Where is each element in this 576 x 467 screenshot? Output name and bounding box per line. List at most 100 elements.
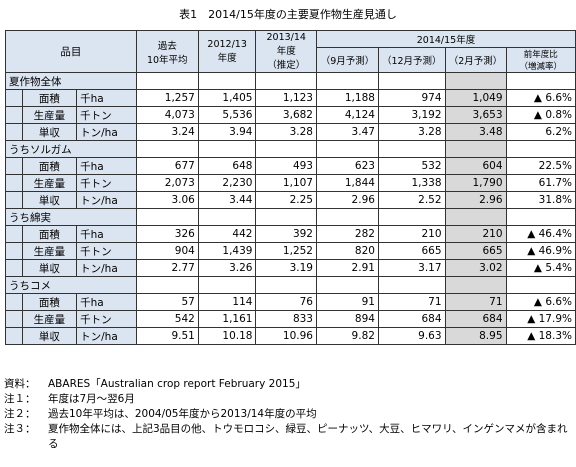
empty-cell [444, 72, 507, 90]
table-row: 単収 トン/ha 3.06 3.44 2.25 2.96 2.52 2.96 31.8% [5, 191, 576, 209]
group-row: うちソルガム [5, 140, 576, 158]
item-label: 生産量 [21, 174, 78, 192]
empty-cell [197, 72, 257, 90]
value-cell: 2.91 [315, 259, 379, 277]
value-cell: 3.24 [135, 123, 199, 141]
table-row: 生産量 千トン 4,073 5,536 3,682 4,124 3,192 3,653 ▲ 0.… [5, 106, 576, 124]
indent-cell [5, 293, 23, 311]
indent-cell [5, 191, 23, 209]
group-name: うちコメ [5, 276, 137, 294]
header-ratio: 前年度比 （増減率） [505, 47, 576, 73]
note-label: 注１： [4, 393, 36, 405]
value-cell: 684 [377, 310, 446, 328]
unit-label: 千ha [76, 89, 137, 107]
unit-label: 千トン [76, 242, 137, 260]
empty-cell [444, 276, 507, 294]
value-cell: 2.52 [377, 191, 446, 209]
unit-label: トン/ha [76, 259, 137, 277]
value-cell: 76 [255, 293, 317, 311]
value-cell: 91 [315, 293, 379, 311]
empty-cell [135, 276, 199, 294]
item-label: 面積 [21, 157, 78, 175]
note-row: 注１： 年度は7月～翌6月 [4, 392, 568, 407]
item-label: 生産量 [21, 106, 78, 124]
value-cell: 10.96 [255, 327, 317, 345]
value-cell: 2,230 [197, 174, 257, 192]
empty-cell [377, 72, 446, 90]
item-label: 生産量 [21, 310, 78, 328]
empty-cell [197, 276, 257, 294]
empty-cell [255, 276, 317, 294]
empty-cell [197, 140, 257, 158]
value-cell: 3.44 [197, 191, 257, 209]
value-cell: 623 [315, 157, 379, 175]
value-cell: 114 [197, 293, 257, 311]
table-row: 面積 千ha 677 648 493 623 532 604 22.5% [5, 157, 576, 175]
value-cell: 57 [135, 293, 199, 311]
unit-label: トン/ha [76, 123, 137, 141]
value-cell: 3.02 [444, 259, 507, 277]
empty-cell [255, 208, 317, 226]
group-row: うち綿実 [5, 208, 576, 226]
value-cell: 665 [377, 242, 446, 260]
table-row: 生産量 千トン 904 1,439 1,252 820 665 665 ▲ 46.9% [5, 242, 576, 260]
indent-cell [5, 242, 23, 260]
group-row: うちコメ [5, 276, 576, 294]
value-cell: ▲ 46.9% [505, 242, 576, 260]
note-label: 注２： [4, 408, 36, 420]
value-cell: 3.94 [197, 123, 257, 141]
value-cell: 442 [197, 225, 257, 243]
value-cell: 3.26 [197, 259, 257, 277]
note-text: 過去10年平均は、2004/05年度から2013/14年度の平均 [48, 408, 317, 420]
value-cell: ▲ 0.8% [505, 106, 576, 124]
group-name: 夏作物全体 [5, 72, 137, 90]
unit-label: 千ha [76, 225, 137, 243]
value-cell: 1,123 [255, 89, 317, 107]
value-cell: 974 [377, 89, 446, 107]
indent-cell [5, 174, 23, 192]
value-cell: ▲ 18.3% [505, 327, 576, 345]
value-cell: 392 [255, 225, 317, 243]
value-cell: 648 [197, 157, 257, 175]
value-cell: 1,257 [135, 89, 199, 107]
value-cell: 3.28 [377, 123, 446, 141]
indent-cell [5, 106, 23, 124]
empty-cell [315, 208, 379, 226]
value-cell: 210 [444, 225, 507, 243]
value-cell: 894 [315, 310, 379, 328]
empty-cell [315, 72, 379, 90]
item-label: 面積 [21, 293, 78, 311]
value-cell: 2.96 [315, 191, 379, 209]
value-cell: 71 [444, 293, 507, 311]
table-row: 面積 千ha 326 442 392 282 210 210 ▲ 46.4% [5, 225, 576, 243]
empty-cell [377, 208, 446, 226]
value-cell: 9.82 [315, 327, 379, 345]
empty-cell [255, 72, 317, 90]
note-row: 注３： 夏作物全体には、上記3品目の他、トウモロコシ、緑豆、ピーナッツ、大豆、ヒマ… [4, 422, 568, 452]
header-fy1415: 2014/15年度 [315, 30, 576, 48]
table-row: 単収 トン/ha 3.24 3.94 3.28 3.47 3.28 3.48 6.2% [5, 123, 576, 141]
value-cell: 22.5% [505, 157, 576, 175]
value-cell: 210 [377, 225, 446, 243]
notes: 資料： ABARES「Australian crop report Februar… [4, 377, 568, 452]
value-cell: 3.28 [255, 123, 317, 141]
indent-cell [5, 225, 23, 243]
empty-cell [135, 208, 199, 226]
value-cell: ▲ 46.4% [505, 225, 576, 243]
unit-label: 千トン [76, 106, 137, 124]
value-cell: 282 [315, 225, 379, 243]
value-cell: 833 [255, 310, 317, 328]
indent-cell [5, 157, 23, 175]
note-text: 夏作物全体には、上記3品目の他、トウモロコシ、緑豆、ピーナッツ、大豆、ヒマワリ、… [48, 423, 568, 450]
unit-label: 千トン [76, 174, 137, 192]
empty-cell [505, 208, 576, 226]
table-row: 面積 千ha 57 114 76 91 71 71 ▲ 6.6% [5, 293, 576, 311]
value-cell: 326 [135, 225, 199, 243]
item-label: 単収 [21, 327, 78, 345]
value-cell: 3.19 [255, 259, 317, 277]
value-cell: 3.48 [444, 123, 507, 141]
empty-cell [377, 140, 446, 158]
empty-cell [315, 276, 379, 294]
item-label: 面積 [21, 89, 78, 107]
note-label: 資料： [4, 378, 36, 390]
